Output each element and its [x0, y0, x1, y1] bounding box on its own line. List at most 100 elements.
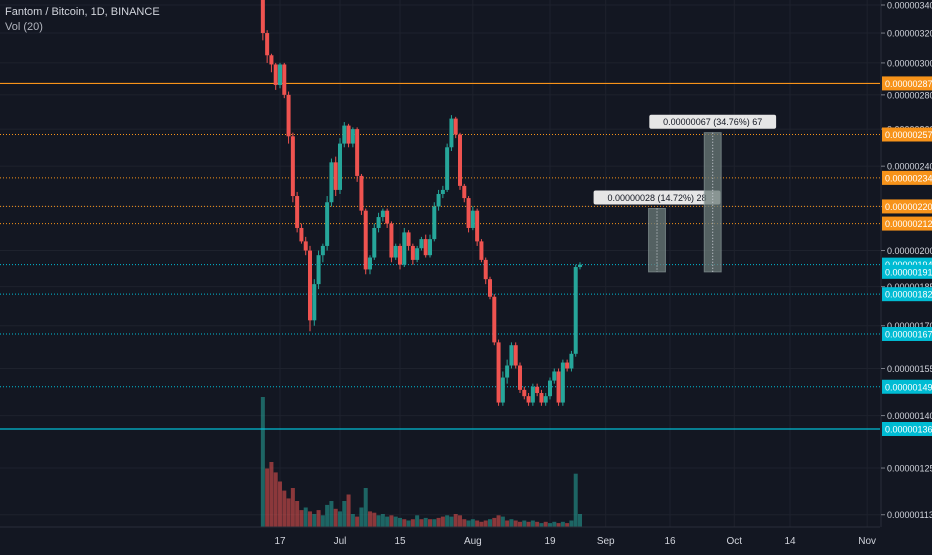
volume-bar	[479, 521, 484, 527]
candle-body	[415, 248, 420, 260]
symbol-title[interactable]: Fantom / Bitcoin, 1D, BINANCE	[5, 6, 160, 18]
volume-bar	[458, 515, 462, 527]
candle-body	[496, 342, 501, 403]
y-tick-label: 0.00000240	[887, 162, 932, 172]
candle-body	[548, 380, 552, 397]
volume-bar	[342, 501, 347, 527]
y-tick-label: 0.00000280	[887, 90, 932, 100]
price-label: 0.00000234	[885, 173, 932, 183]
price-label-badge	[882, 199, 932, 214]
candle-body	[342, 125, 347, 144]
y-tick-label: 0.00000113	[887, 510, 932, 520]
candle-body	[333, 162, 338, 190]
candle-body	[500, 377, 505, 403]
x-tick-label: Aug	[464, 536, 482, 547]
candle-body	[308, 250, 312, 321]
volume-bar	[466, 520, 471, 527]
volume-bar	[286, 498, 291, 527]
candle-body	[269, 55, 274, 65]
candle-body	[410, 245, 415, 260]
volume-bar	[535, 521, 540, 527]
y-tick-label: 0.00000125	[887, 464, 932, 474]
candle-body	[578, 264, 582, 268]
candle-body	[466, 198, 471, 228]
volume-bar	[522, 520, 527, 527]
y-tick-label: 0.00000185	[887, 282, 932, 292]
candle-body	[453, 118, 458, 135]
candle-body	[299, 227, 304, 242]
volume-bar	[552, 521, 557, 527]
candle-body	[295, 196, 300, 228]
volume-bar	[419, 519, 424, 527]
candle-body	[385, 210, 390, 224]
price-label-badge	[882, 326, 932, 341]
volume-bar	[440, 516, 445, 527]
x-tick-label: 17	[274, 536, 286, 547]
candle-body	[543, 396, 548, 403]
price-label-badge	[882, 76, 932, 91]
price-label-badge	[882, 264, 932, 279]
volume-bar	[530, 520, 535, 527]
volume-bar	[389, 515, 394, 527]
y-tick-label: 0.00000155	[887, 364, 932, 374]
candle-body	[530, 386, 535, 403]
y-tick-label: 0.00000340	[887, 1, 932, 11]
x-tick-label: Oct	[727, 536, 743, 547]
candle-body	[483, 259, 488, 280]
volume-bar	[543, 521, 548, 527]
price-label-badge	[882, 170, 932, 185]
volume-bar	[316, 510, 321, 527]
volume-bar	[333, 508, 338, 527]
x-tick-label: 15	[394, 536, 406, 547]
volume-bar	[376, 515, 381, 527]
volume-bar	[453, 514, 458, 527]
candle-body	[535, 386, 540, 394]
volume-bar	[350, 514, 355, 527]
volume-bar	[299, 510, 304, 527]
price-label-badge	[882, 379, 932, 394]
candle-body	[376, 217, 381, 228]
candle-body	[278, 64, 282, 86]
candle-body	[475, 210, 480, 242]
candle-body	[363, 210, 368, 270]
volume-bar	[423, 517, 428, 527]
x-tick-label: 19	[544, 536, 556, 547]
volume-bar	[393, 516, 398, 527]
volume-bar	[346, 494, 351, 527]
candle-body	[350, 129, 355, 144]
volume-bar	[470, 519, 475, 527]
x-tick-label: Jul	[334, 536, 347, 547]
volume-bar	[449, 516, 454, 527]
candle-body	[380, 210, 385, 218]
volume-bar	[406, 520, 411, 527]
volume-bar	[428, 519, 432, 527]
volume-bar	[359, 507, 364, 527]
price-label: 0.00000136	[885, 425, 932, 435]
volume-bar	[290, 488, 295, 527]
candle-body	[393, 245, 398, 258]
y-tick-label: 0.00000320	[887, 29, 932, 39]
volume-bar	[402, 519, 407, 527]
candle-body	[329, 162, 334, 203]
candle-body	[522, 389, 527, 397]
candle-body	[458, 134, 462, 186]
candle-body	[470, 210, 475, 228]
volume-indicator-label[interactable]: Vol (20)	[5, 21, 43, 33]
candle-body	[282, 64, 287, 95]
volume-bar	[338, 511, 342, 527]
price-label-badge	[882, 127, 932, 142]
candle-body	[265, 33, 270, 56]
candle-body	[423, 239, 428, 256]
volume-bar	[569, 520, 574, 527]
volume-bar	[269, 462, 274, 527]
volume-bar	[325, 504, 330, 527]
volume-bar	[385, 516, 390, 527]
candle-body	[320, 245, 325, 256]
y-tick-label: 0.00000200	[887, 246, 932, 256]
volume-bar	[415, 515, 420, 527]
price-label: 0.00000182	[885, 290, 932, 300]
volume-bar	[380, 514, 385, 527]
candle-body	[436, 193, 441, 207]
